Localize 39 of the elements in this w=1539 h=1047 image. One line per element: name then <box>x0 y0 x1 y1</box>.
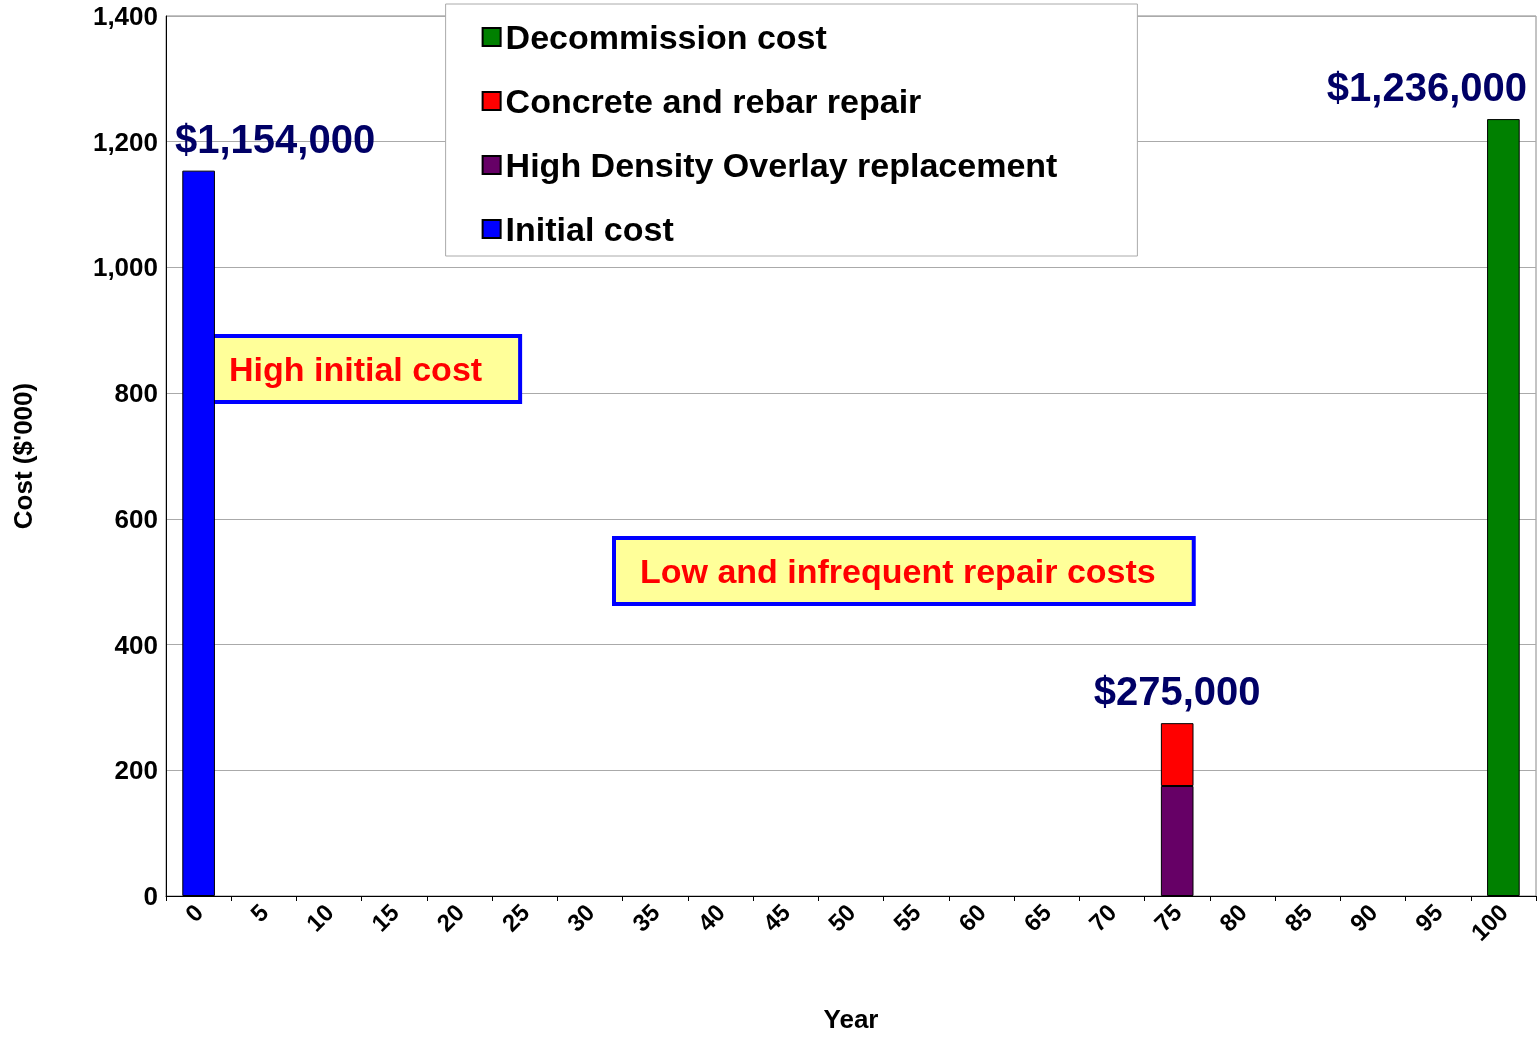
x-axis-title: Year <box>823 1004 879 1034</box>
x-tick-label: 30 <box>561 898 600 937</box>
x-tick-label: 65 <box>1018 898 1057 937</box>
x-tick-label: 50 <box>822 898 861 937</box>
x-tick-label: 70 <box>1083 898 1122 937</box>
y-tick-label: 800 <box>114 378 158 409</box>
annotation: Low and infrequent repair costs <box>640 552 1156 590</box>
y-axis-title: Cost ($'000) <box>8 382 38 530</box>
y-tick-label: 1,000 <box>92 252 158 283</box>
x-tick-label: 95 <box>1409 898 1448 937</box>
legend-label: Concrete and rebar repair <box>505 82 922 120</box>
x-tick-label: 35 <box>626 898 665 937</box>
y-tick-label: 200 <box>114 755 158 786</box>
annotation: $275,000 <box>1093 669 1261 714</box>
x-tick-label: 45 <box>757 898 796 937</box>
x-tick-label: 75 <box>1148 898 1187 937</box>
x-tick-label: 85 <box>1279 898 1318 937</box>
legend-label: High Density Overlay replacement <box>505 146 1058 184</box>
y-tick-label: 1,400 <box>92 1 158 31</box>
x-tick-label: 20 <box>431 898 470 937</box>
x-tick-label: 55 <box>887 898 926 937</box>
x-tick-label: 60 <box>953 898 992 937</box>
x-tick-label: 5 <box>244 898 274 927</box>
x-tick-label: 90 <box>1344 898 1383 937</box>
x-tick-label: 0 <box>179 898 209 927</box>
y-tick-label: 1,200 <box>92 126 158 157</box>
y-tick-label: 400 <box>114 629 158 660</box>
y-tick-label: 600 <box>114 503 158 534</box>
legend-label: Initial cost <box>505 210 674 248</box>
x-tick-label: 25 <box>496 898 535 937</box>
x-tick-label: 40 <box>692 898 731 937</box>
x-tick-label: 100 <box>1465 898 1513 946</box>
annotation: $1,236,000 <box>1326 65 1527 110</box>
x-tick-label: 10 <box>300 898 339 937</box>
x-tick-label: 15 <box>365 898 404 937</box>
annotation: $1,154,000 <box>175 116 376 161</box>
annotation: High initial cost <box>229 350 483 388</box>
legend-label: Decommission cost <box>505 18 827 56</box>
x-tick-label: 80 <box>1214 898 1252 937</box>
